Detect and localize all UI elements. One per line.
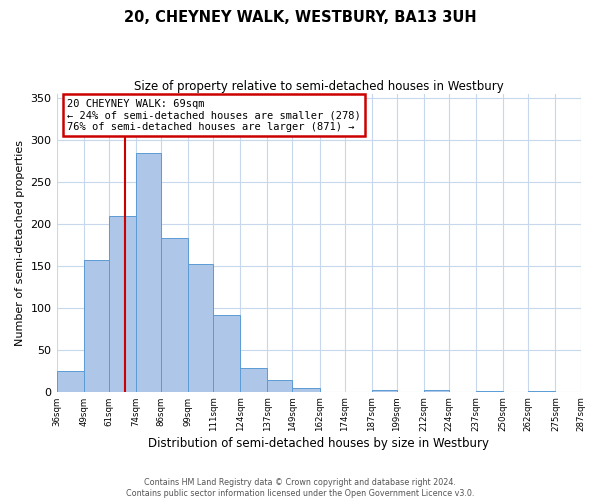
Text: 20 CHEYNEY WALK: 69sqm
← 24% of semi-detached houses are smaller (278)
76% of se: 20 CHEYNEY WALK: 69sqm ← 24% of semi-det… (67, 98, 361, 132)
Y-axis label: Number of semi-detached properties: Number of semi-detached properties (15, 140, 25, 346)
Bar (213, 316, 240, 392)
Bar (109, 216, 136, 392)
Text: 20, CHEYNEY WALK, WESTBURY, BA13 3UH: 20, CHEYNEY WALK, WESTBURY, BA13 3UH (124, 10, 476, 25)
Bar (476, 391, 503, 392)
Bar (529, 391, 556, 392)
Bar (188, 264, 213, 392)
Bar (56, 371, 83, 392)
Bar (83, 260, 109, 392)
Bar (161, 238, 188, 392)
Title: Size of property relative to semi-detached houses in Westbury: Size of property relative to semi-detach… (134, 80, 503, 93)
Bar (424, 390, 449, 392)
Bar (240, 368, 268, 392)
Bar (292, 388, 320, 392)
Bar (268, 380, 292, 392)
X-axis label: Distribution of semi-detached houses by size in Westbury: Distribution of semi-detached houses by … (148, 437, 489, 450)
Text: Contains HM Land Registry data © Crown copyright and database right 2024.
Contai: Contains HM Land Registry data © Crown c… (126, 478, 474, 498)
Bar (372, 390, 397, 392)
Bar (136, 153, 161, 392)
